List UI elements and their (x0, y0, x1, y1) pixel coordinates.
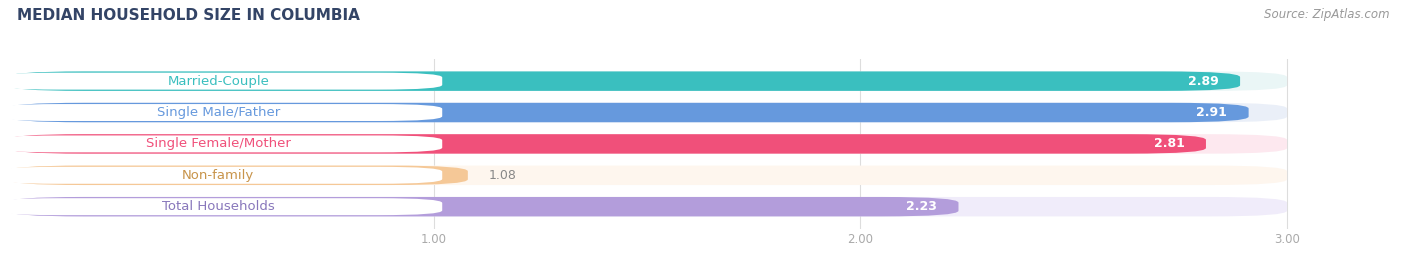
Text: Single Male/Father: Single Male/Father (156, 106, 280, 119)
Text: 2.91: 2.91 (1197, 106, 1227, 119)
Text: Married-Couple: Married-Couple (167, 75, 269, 88)
FancyBboxPatch shape (7, 103, 1249, 122)
FancyBboxPatch shape (7, 72, 1286, 91)
FancyBboxPatch shape (7, 134, 1286, 154)
Text: 2.23: 2.23 (907, 200, 938, 213)
Text: 2.81: 2.81 (1154, 137, 1185, 150)
FancyBboxPatch shape (7, 103, 1286, 122)
FancyBboxPatch shape (7, 197, 1286, 216)
Text: Single Female/Mother: Single Female/Mother (146, 137, 291, 150)
Text: Total Households: Total Households (162, 200, 274, 213)
Text: Source: ZipAtlas.com: Source: ZipAtlas.com (1264, 8, 1389, 21)
FancyBboxPatch shape (7, 72, 1240, 91)
Text: Non-family: Non-family (183, 169, 254, 182)
FancyBboxPatch shape (7, 197, 959, 216)
FancyBboxPatch shape (0, 104, 443, 121)
Text: MEDIAN HOUSEHOLD SIZE IN COLUMBIA: MEDIAN HOUSEHOLD SIZE IN COLUMBIA (17, 8, 360, 23)
FancyBboxPatch shape (7, 166, 468, 185)
FancyBboxPatch shape (0, 136, 443, 153)
FancyBboxPatch shape (7, 166, 1286, 185)
FancyBboxPatch shape (0, 167, 443, 184)
FancyBboxPatch shape (0, 198, 443, 215)
FancyBboxPatch shape (0, 73, 443, 90)
FancyBboxPatch shape (7, 134, 1206, 154)
Text: 2.89: 2.89 (1188, 75, 1219, 88)
Text: 1.08: 1.08 (489, 169, 517, 182)
